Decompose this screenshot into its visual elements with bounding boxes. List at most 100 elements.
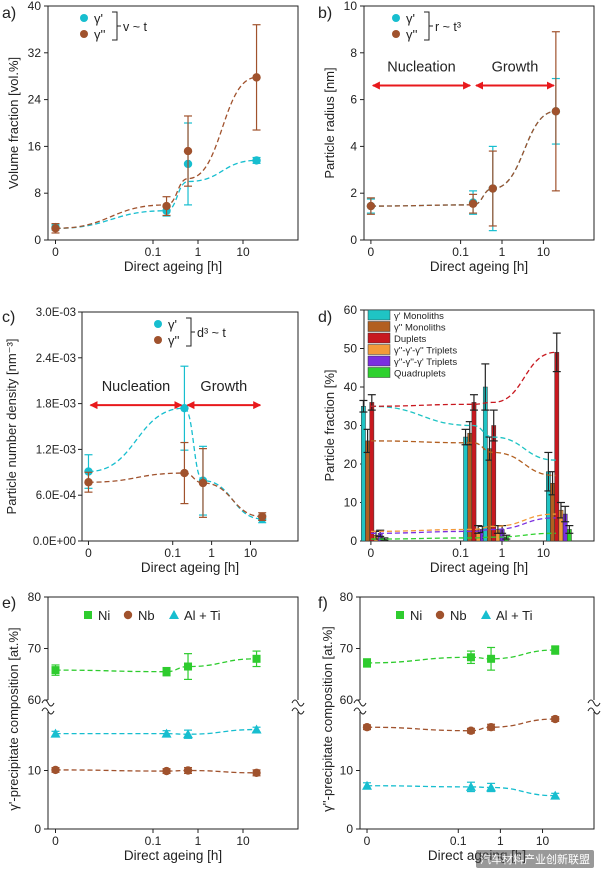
bar-1-0 xyxy=(365,440,370,542)
y-tick-label-f: 0 xyxy=(346,822,353,836)
y-tick-label-d: 10 xyxy=(344,496,358,510)
axis-break-mark-f xyxy=(587,707,601,715)
fit-line-c-0 xyxy=(88,407,263,520)
legend-swatch-d-0 xyxy=(367,309,391,321)
bar-0-1 xyxy=(463,436,468,542)
data-point-c-1 xyxy=(257,512,267,521)
y-tick-label-d: 20 xyxy=(344,457,358,471)
x-tick-label-b: 1 xyxy=(499,245,506,259)
x-tick-label-a: 1 xyxy=(195,245,202,259)
legend-label-f-1: Nb xyxy=(450,608,467,623)
x-tick-label-b: 0.1 xyxy=(452,245,469,259)
legend-swatch-d-5 xyxy=(367,367,391,378)
fit-line-e-1 xyxy=(55,769,257,774)
bar-2-0 xyxy=(369,402,375,542)
y-axis-label-b: Particle radius [nm] xyxy=(322,67,337,178)
x-tick-label-b: 10 xyxy=(537,245,551,259)
bar-error-4-3 xyxy=(561,505,570,523)
bar-2-3 xyxy=(554,352,560,542)
legend-label-f-0: Ni xyxy=(410,608,422,623)
bar-error-2-0 xyxy=(367,394,376,411)
y-tick-label-e: 70 xyxy=(28,642,42,656)
data-point-e-1 xyxy=(162,766,171,776)
panel-label-a: a) xyxy=(2,5,16,22)
legend-bracket-c xyxy=(186,317,192,347)
axis-break-mark-f xyxy=(353,707,367,715)
y-tick-label-e: 60 xyxy=(28,693,42,707)
trend-line-5 xyxy=(370,532,556,540)
legend-swatch-d-3 xyxy=(367,344,391,355)
y-tick-label-c: 0.0E+00 xyxy=(33,536,76,548)
legend-label-d-5: Quadruplets xyxy=(394,369,446,380)
legend-label-e-0: Ni xyxy=(98,608,110,623)
data-point-e-1 xyxy=(252,768,261,778)
bar-error-5-2 xyxy=(502,534,511,540)
legend-marker-c xyxy=(154,336,162,344)
data-point-f-1 xyxy=(362,723,372,732)
fit-line-c-1 xyxy=(88,472,263,518)
data-point-c-0 xyxy=(180,403,189,413)
fit-line-b-0 xyxy=(370,110,556,207)
fit-line-b-1 xyxy=(370,110,556,207)
y-tick-label-b: 6 xyxy=(350,93,357,107)
data-point-e-0 xyxy=(162,667,171,676)
plot-frame-c xyxy=(81,311,299,542)
data-point-b-1 xyxy=(468,199,478,208)
legend-label-c: γ' xyxy=(168,317,177,332)
y-axis-label-a: Volume fraction [vol.%] xyxy=(6,57,21,189)
y-axis-label-c: Particle number density [nm⁻³] xyxy=(4,339,19,515)
legend-label-b: γ'' xyxy=(406,27,417,42)
legend-label-a: γ' xyxy=(94,11,103,26)
y-tick-label-a: 16 xyxy=(28,139,42,153)
data-point-e-1 xyxy=(51,765,60,775)
data-point-e-2 xyxy=(183,729,194,739)
y-axis-label-d: Particle fraction [%] xyxy=(322,370,337,482)
y-tick-label-d: 30 xyxy=(344,419,358,433)
trend-line-4 xyxy=(370,517,556,534)
axis-break-mark-f xyxy=(353,699,367,707)
axis-break-mark-e xyxy=(291,707,305,715)
x-axis-label-c: Direct ageing [h] xyxy=(141,560,239,575)
y-tick-label-a: 24 xyxy=(28,93,42,107)
data-point-e-0 xyxy=(184,662,193,671)
bar-1-1 xyxy=(467,432,473,542)
legend-relation-b: r ~ t³ xyxy=(435,20,461,34)
y-axis-label-f: γ''-precipitate composition [at.%] xyxy=(320,626,335,812)
legend-marker-c xyxy=(154,320,162,328)
legend-marker-f-0 xyxy=(396,611,404,619)
trend-line-0 xyxy=(370,405,556,461)
x-tick-label-c: 1 xyxy=(208,546,215,560)
legend-label-f-2: Al + Ti xyxy=(496,608,533,623)
legend-bracket-b xyxy=(424,11,430,41)
x-axis-label-a: Direct ageing [h] xyxy=(124,259,222,274)
data-point-c-1 xyxy=(180,468,189,478)
legend-label-b: γ' xyxy=(406,11,415,26)
legend-label-d-1: γ'' Monoliths xyxy=(394,323,446,334)
legend-label-d-2: Duplets xyxy=(394,334,426,345)
axis-break-mark-e xyxy=(41,699,55,707)
fit-line-e-2 xyxy=(55,728,257,735)
x-tick-label-c: 10 xyxy=(244,546,258,560)
x-tick-label-c: 0.1 xyxy=(164,546,181,560)
y-tick-label-c: 3.0E-03 xyxy=(36,307,76,319)
fit-line-f-2 xyxy=(367,785,556,797)
legend-marker-a xyxy=(80,14,88,22)
x-axis-label-e: Direct ageing [h] xyxy=(124,848,222,863)
y-axis-label-e: γ'-precipitate composition [at.%] xyxy=(6,627,21,810)
x-tick-label-c: 0 xyxy=(85,546,92,560)
legend-bracket-a xyxy=(112,11,118,41)
bar-error-2-3 xyxy=(552,332,561,373)
bar-error-5-3 xyxy=(565,524,574,534)
panel-label-b: b) xyxy=(318,5,332,22)
y-tick-label-e: 0 xyxy=(34,822,41,836)
x-tick-label-f: 0.1 xyxy=(450,834,467,848)
data-point-f-2 xyxy=(465,781,476,791)
legend-marker-e-1 xyxy=(123,610,133,620)
data-point-e-0 xyxy=(252,654,261,663)
data-point-c-0 xyxy=(84,467,93,476)
y-tick-label-a: 32 xyxy=(28,46,42,60)
legend-label-a: γ'' xyxy=(94,27,105,42)
bar-error-5-0 xyxy=(380,537,389,541)
trend-line-2 xyxy=(370,351,556,407)
data-point-f-1 xyxy=(550,714,560,724)
